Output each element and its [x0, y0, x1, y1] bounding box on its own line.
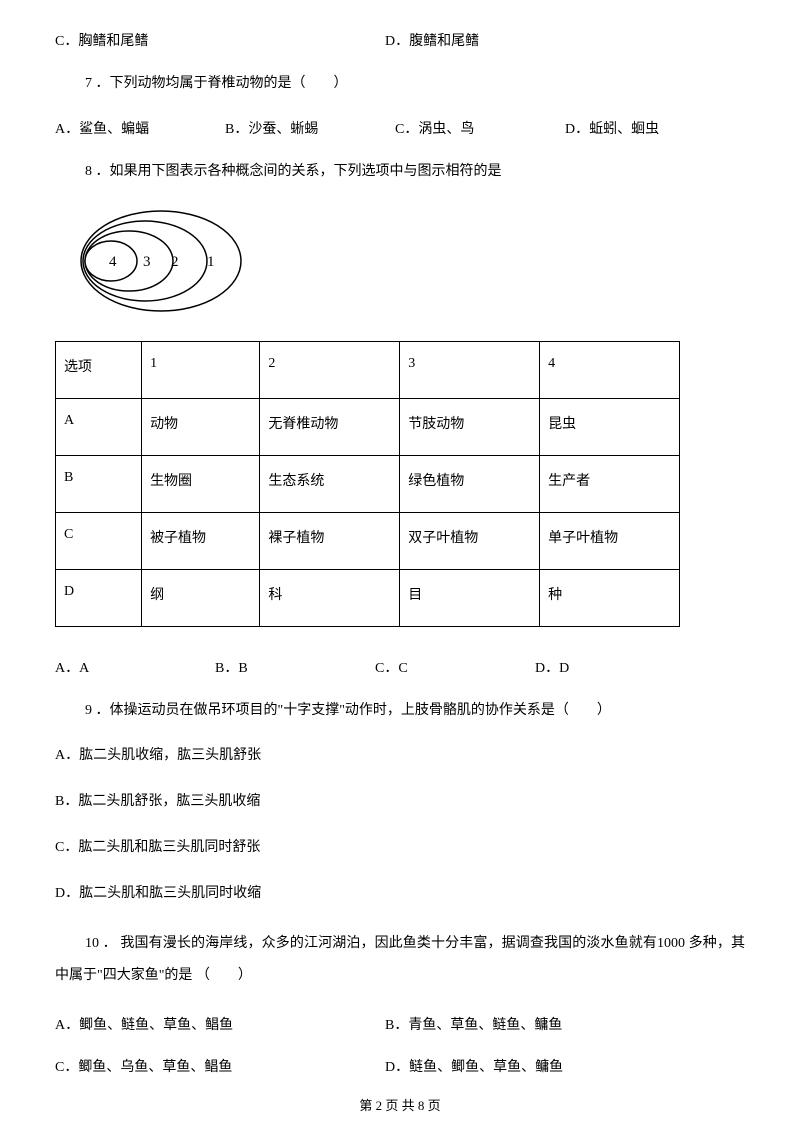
cell: A — [56, 398, 142, 455]
q9-opt-a: A．肱二头肌收缩，肱三头肌舒张 — [55, 744, 745, 768]
table-row: C 被子植物 裸子植物 双子叶植物 单子叶植物 — [56, 512, 680, 569]
q6-opt-c: C．胸鳍和尾鳍 — [55, 30, 385, 50]
diagram-label-1: 1 — [207, 254, 215, 270]
cell: 生产者 — [540, 455, 680, 512]
cell: 节肢动物 — [400, 398, 540, 455]
q7-options: A．鲨鱼、蝙蝠 B．沙蚕、蜥蜴 C．涡虫、鸟 D．蚯蚓、蛔虫 — [55, 118, 745, 138]
table-row: D 纲 科 目 种 — [56, 569, 680, 626]
cell: D — [56, 569, 142, 626]
q8-opt-c: C．C — [375, 657, 535, 677]
q8-diagram: 4 3 2 1 — [75, 206, 745, 321]
th-1: 1 — [142, 341, 260, 398]
q10-opt-a: A．鲫鱼、鲢鱼、草鱼、鲳鱼 — [55, 1014, 385, 1034]
q7-opt-c: C．涡虫、鸟 — [395, 118, 565, 138]
q8-opt-a: A．A — [55, 657, 215, 677]
table-row: B 生物圈 生态系统 绿色植物 生产者 — [56, 455, 680, 512]
q9-stem: 9 ．体操运动员在做吊环项目的"十字支撑"动作时，上肢骨骼肌的协作关系是（ ） — [55, 699, 745, 723]
cell: 单子叶植物 — [540, 512, 680, 569]
q10-options-ab: A．鲫鱼、鲢鱼、草鱼、鲳鱼 B．青鱼、草鱼、鲢鱼、鳙鱼 — [55, 1014, 745, 1034]
cell: B — [56, 455, 142, 512]
cell: 生物圈 — [142, 455, 260, 512]
th-3: 3 — [400, 341, 540, 398]
q9-opt-b: B．肱二头肌舒张，肱三头肌收缩 — [55, 790, 745, 814]
diagram-label-3: 3 — [143, 254, 151, 270]
q8-stem: 8 ．如果用下图表示各种概念间的关系，下列选项中与图示相符的是 — [55, 160, 745, 184]
th-4: 4 — [540, 341, 680, 398]
cell: 绿色植物 — [400, 455, 540, 512]
q7-opt-a: A．鲨鱼、蝙蝠 — [55, 118, 225, 138]
q9-opt-c: C．肱二头肌和肱三头肌同时舒张 — [55, 836, 745, 860]
q9-opt-d: D．肱二头肌和肱三头肌同时收缩 — [55, 882, 745, 906]
diagram-label-4: 4 — [109, 254, 117, 270]
q8-opt-d: D．D — [535, 657, 695, 677]
q10-opt-c: C．鲫鱼、乌鱼、草鱼、鲳鱼 — [55, 1056, 385, 1076]
q8-options: A．A B．B C．C D．D — [55, 657, 745, 677]
cell: 被子植物 — [142, 512, 260, 569]
table-row: A 动物 无脊椎动物 节肢动物 昆虫 — [56, 398, 680, 455]
cell: 昆虫 — [540, 398, 680, 455]
table-header-row: 选项 1 2 3 4 — [56, 341, 680, 398]
cell: 动物 — [142, 398, 260, 455]
q8-opt-b: B．B — [215, 657, 375, 677]
cell: 无脊椎动物 — [260, 398, 400, 455]
venn-diagram-icon: 4 3 2 1 — [75, 206, 255, 316]
cell: 目 — [400, 569, 540, 626]
q6-opt-d: D．腹鳍和尾鳍 — [385, 30, 479, 50]
cell: 种 — [540, 569, 680, 626]
cell: C — [56, 512, 142, 569]
cell: 双子叶植物 — [400, 512, 540, 569]
cell: 纲 — [142, 569, 260, 626]
cell: 生态系统 — [260, 455, 400, 512]
q10-opt-d: D．鲢鱼、鲫鱼、草鱼、鳙鱼 — [385, 1056, 563, 1076]
q7-opt-d: D．蚯蚓、蛔虫 — [565, 118, 735, 138]
q7-opt-b: B．沙蚕、蜥蜴 — [225, 118, 395, 138]
q10-options-cd: C．鲫鱼、乌鱼、草鱼、鲳鱼 D．鲢鱼、鲫鱼、草鱼、鳙鱼 — [55, 1056, 745, 1076]
cell: 裸子植物 — [260, 512, 400, 569]
diagram-label-2: 2 — [171, 254, 179, 270]
q8-table: 选项 1 2 3 4 A 动物 无脊椎动物 节肢动物 昆虫 B 生物圈 生态系统… — [55, 341, 680, 627]
page-footer: 第 2 页 共 8 页 — [0, 1095, 800, 1114]
q7-stem: 7 ．下列动物均属于脊椎动物的是（ ） — [55, 72, 745, 96]
th-option: 选项 — [56, 341, 142, 398]
th-2: 2 — [260, 341, 400, 398]
q6-options-cd: C．胸鳍和尾鳍 D．腹鳍和尾鳍 — [55, 30, 745, 50]
cell: 科 — [260, 569, 400, 626]
q10-stem: 10 ． 我国有漫长的海岸线，众多的江河湖泊，因此鱼类十分丰富，据调查我国的淡水… — [55, 928, 745, 992]
q10-opt-b: B．青鱼、草鱼、鲢鱼、鳙鱼 — [385, 1014, 562, 1034]
